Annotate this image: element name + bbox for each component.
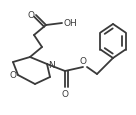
Text: O: O [10,71,17,80]
Text: N: N [48,61,55,70]
Text: O: O [80,56,86,65]
Text: O: O [61,89,69,98]
Text: OH: OH [63,19,77,28]
Text: O: O [28,11,35,20]
